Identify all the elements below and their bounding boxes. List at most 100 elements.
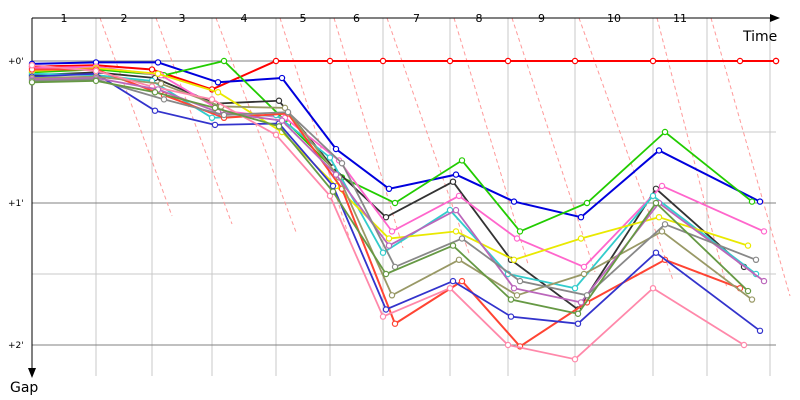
y-tick-label: +0' <box>8 57 24 67</box>
lap-line <box>99 17 173 217</box>
data-point <box>507 296 515 303</box>
y-axis-title: Gap <box>10 380 38 396</box>
data-point <box>760 228 768 235</box>
data-point <box>28 79 36 86</box>
lap-line <box>710 17 791 297</box>
data-point <box>748 198 756 205</box>
data-point <box>382 306 390 313</box>
data-point <box>772 57 780 65</box>
data-point <box>220 111 228 119</box>
lap-line <box>279 17 351 241</box>
y-tick-labels: +0' +1' +2' <box>8 57 24 351</box>
data-point <box>214 89 222 96</box>
x-tick-label: 9 <box>538 12 545 25</box>
data-point <box>652 249 660 256</box>
data-point <box>571 356 579 363</box>
y-axis-arrow <box>28 368 36 378</box>
data-point <box>272 57 280 65</box>
data-point <box>507 313 515 320</box>
data-point <box>513 292 521 299</box>
x-tick-label: 11 <box>673 12 687 25</box>
data-point <box>658 182 666 190</box>
data-point <box>452 171 460 178</box>
data-point <box>446 57 454 65</box>
data-point <box>382 213 390 221</box>
lap-line <box>333 17 404 249</box>
lap-lines <box>99 17 791 297</box>
data-point <box>92 77 100 85</box>
data-point <box>379 249 387 256</box>
data-point <box>211 104 219 112</box>
data-point <box>655 213 663 221</box>
data-point <box>278 74 286 82</box>
series <box>28 77 752 317</box>
data-point <box>449 277 457 285</box>
data-point <box>385 185 393 192</box>
data-point <box>329 188 337 195</box>
data-point <box>661 221 669 228</box>
data-point <box>740 341 748 349</box>
data-point <box>388 292 396 299</box>
data-point <box>385 242 393 249</box>
data-point <box>446 285 454 292</box>
lap-line <box>155 17 233 225</box>
data-point <box>160 96 168 103</box>
data-point <box>510 256 518 263</box>
x-axis-arrow <box>770 14 780 22</box>
data-point <box>449 242 457 249</box>
data-point <box>661 128 669 136</box>
data-point <box>154 70 162 77</box>
data-point <box>455 256 463 263</box>
data-point <box>748 296 756 303</box>
data-point <box>736 57 744 65</box>
data-point <box>580 270 588 278</box>
data-point <box>649 285 657 292</box>
data-point <box>154 59 162 66</box>
data-point <box>510 198 518 205</box>
data-point <box>452 228 460 235</box>
data-point <box>449 178 457 185</box>
axes: Time Gap <box>10 14 780 396</box>
x-tick-label: 2 <box>121 12 128 25</box>
data-point <box>574 320 582 327</box>
data-point <box>458 157 466 164</box>
data-point <box>151 107 159 114</box>
data-point <box>332 171 340 178</box>
x-tick-label: 7 <box>413 12 420 25</box>
x-tick-label: 8 <box>476 12 483 25</box>
data-point <box>379 57 387 65</box>
data-point <box>391 199 399 207</box>
data-point <box>504 341 512 349</box>
lap-line <box>578 17 674 281</box>
data-point <box>211 121 219 129</box>
data-point <box>655 147 663 154</box>
y-tick-label: +2' <box>8 341 24 351</box>
x-tick-label: 6 <box>353 12 360 25</box>
data-point <box>275 97 283 104</box>
x-tick-label: 5 <box>300 12 307 25</box>
data-point <box>382 270 390 278</box>
data-point <box>452 206 460 214</box>
data-point <box>326 57 334 65</box>
lap-line <box>453 17 529 265</box>
data-point <box>756 198 764 205</box>
data-point <box>744 242 752 249</box>
x-tick-labels: 1 2 3 4 5 6 7 8 9 10 11 <box>61 12 688 25</box>
data-point <box>332 145 340 153</box>
data-point <box>571 285 579 292</box>
x-axis-title: Time <box>742 29 777 45</box>
data-point <box>583 199 591 207</box>
data-point <box>326 154 334 161</box>
data-point <box>516 277 524 285</box>
data-point <box>92 67 100 75</box>
series <box>28 63 768 271</box>
data-point <box>338 160 346 167</box>
data-point <box>744 287 752 295</box>
series-line <box>31 64 745 361</box>
lap-line <box>215 17 297 233</box>
lap-line <box>386 17 471 257</box>
data-point <box>385 235 393 242</box>
data-point <box>583 292 591 299</box>
lap-line <box>511 17 596 273</box>
